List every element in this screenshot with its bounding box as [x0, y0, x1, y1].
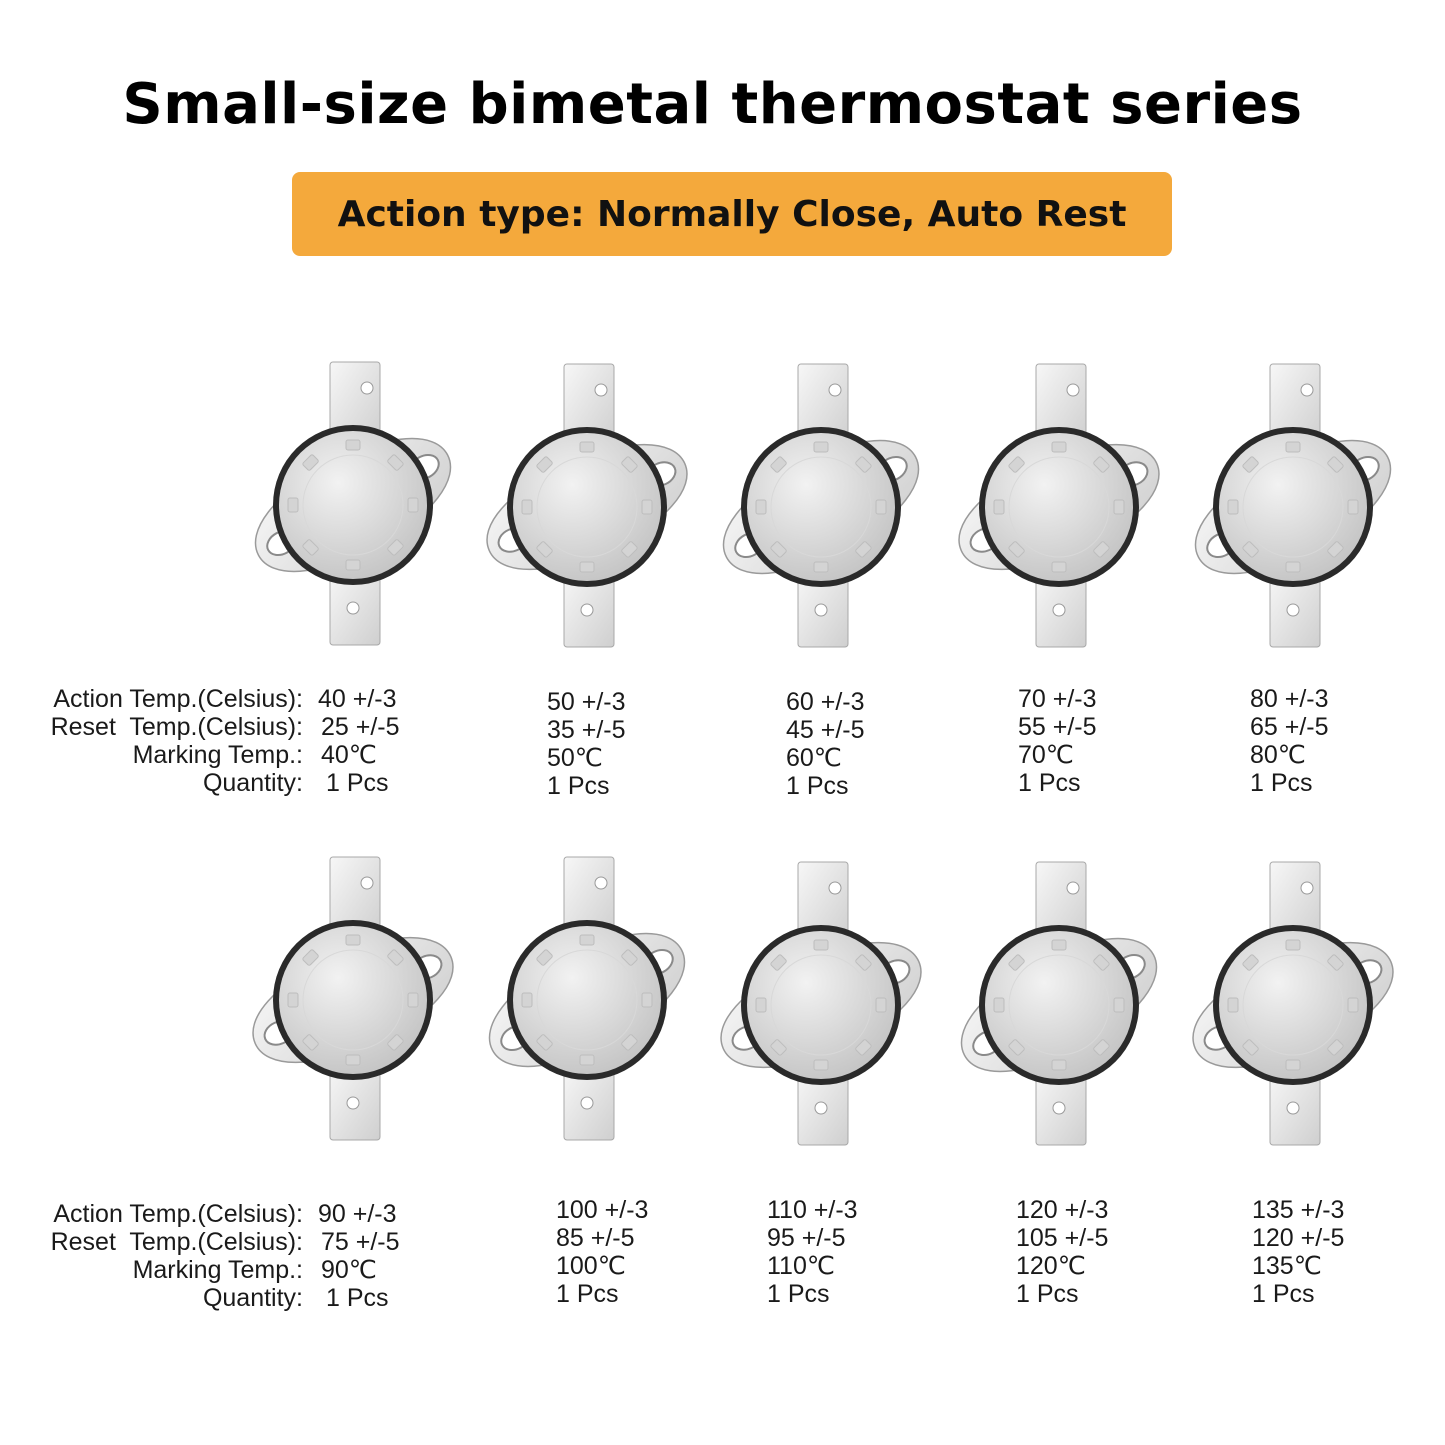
action-temp-value: 90 +/-3 [318, 1200, 397, 1228]
quantity-value: 1 Pcs [1250, 769, 1313, 797]
marking-temp-value: 135℃ [1252, 1252, 1322, 1280]
thermostat-image [706, 860, 936, 1150]
quantity-value: 1 Pcs [556, 1280, 619, 1308]
thermostat-image [1178, 860, 1408, 1150]
spec-values-80: 80 +/-3 65 +/-5 80℃ 1 Pcs [1250, 685, 1329, 797]
spec-values-70: 70 +/-3 55 +/-5 70℃ 1 Pcs [1018, 685, 1097, 797]
reset-temp-value: 55 +/-5 [1018, 713, 1097, 741]
action-temp-value: 135 +/-3 [1252, 1196, 1345, 1224]
thermostat-image [1178, 362, 1408, 652]
marking-temp-value: 100℃ [556, 1252, 626, 1280]
marking-temp-value: 120℃ [1016, 1252, 1086, 1280]
thermostat-image [472, 362, 702, 652]
marking-temp-value: 80℃ [1250, 741, 1306, 769]
reset-temp-value: 95 +/-5 [767, 1224, 846, 1252]
action-temp-label: Action Temp.(Celsius): [53, 1200, 303, 1228]
quantity-value: 1 Pcs [1016, 1280, 1079, 1308]
action-temp-value: 80 +/-3 [1250, 685, 1329, 713]
action-temp-value: 60 +/-3 [786, 688, 865, 716]
action-type-banner: Action type: Normally Close, Auto Rest [292, 172, 1172, 256]
marking-temp-label: Marking Temp.: [132, 741, 303, 769]
action-temp-value: 120 +/-3 [1016, 1196, 1109, 1224]
spec-values-90: 90 +/-3 75 +/-5 90℃ 1 Pcs [318, 1200, 400, 1312]
action-temp-value: 110 +/-3 [767, 1196, 858, 1224]
reset-temp-value: 120 +/-5 [1252, 1224, 1345, 1252]
marking-temp-value: 70℃ [1018, 741, 1074, 769]
reset-temp-value: 105 +/-5 [1016, 1224, 1109, 1252]
thermostat-image [472, 855, 702, 1145]
marking-temp-value: 50℃ [547, 744, 603, 772]
thermostat-image [238, 855, 468, 1145]
spec-labels-row-2: Action Temp.(Celsius): Reset Temp.(Celsi… [18, 1200, 303, 1312]
reset-temp-label: Reset Temp.(Celsius): [50, 713, 303, 741]
quantity-value: 1 Pcs [767, 1280, 830, 1308]
quantity-value: 1 Pcs [1018, 769, 1081, 797]
spec-values-100: 100 +/-3 85 +/-5 100℃ 1 Pcs [556, 1196, 648, 1308]
reset-temp-value: 65 +/-5 [1250, 713, 1329, 741]
marking-temp-value: 110℃ [767, 1252, 835, 1280]
thermostat-image [238, 360, 468, 650]
spec-values-60: 60 +/-3 45 +/-5 60℃ 1 Pcs [786, 688, 865, 800]
marking-temp-value: 90℃ [321, 1256, 377, 1284]
reset-temp-value: 35 +/-5 [547, 716, 626, 744]
quantity-value: 1 Pcs [786, 772, 849, 800]
action-temp-value: 100 +/-3 [556, 1196, 649, 1224]
quantity-label: Quantity: [202, 1284, 303, 1312]
marking-temp-value: 60℃ [786, 744, 842, 772]
quantity-value: 1 Pcs [326, 1284, 389, 1312]
action-temp-value: 70 +/-3 [1018, 685, 1097, 713]
marking-temp-value: 40℃ [321, 741, 377, 769]
quantity-value: 1 Pcs [1252, 1280, 1315, 1308]
action-temp-value: 40 +/-3 [318, 685, 397, 713]
spec-values-120: 120 +/-3 105 +/-5 120℃ 1 Pcs [1016, 1196, 1108, 1308]
quantity-value: 1 Pcs [547, 772, 610, 800]
action-temp-value: 50 +/-3 [547, 688, 626, 716]
reset-temp-value: 75 +/-5 [321, 1228, 400, 1256]
spec-values-40: 40 +/-3 25 +/-5 40℃ 1 Pcs [318, 685, 400, 797]
reset-temp-label: Reset Temp.(Celsius): [50, 1228, 303, 1256]
spec-labels-row-1: Action Temp.(Celsius): Reset Temp.(Celsi… [18, 685, 303, 797]
quantity-value: 1 Pcs [326, 769, 389, 797]
reset-temp-value: 25 +/-5 [321, 713, 400, 741]
action-type-text: Action type: Normally Close, Auto Rest [337, 193, 1127, 235]
spec-values-135: 135 +/-3 120 +/-5 135℃ 1 Pcs [1252, 1196, 1344, 1308]
marking-temp-label: Marking Temp.: [132, 1256, 303, 1284]
spec-values-50: 50 +/-3 35 +/-5 50℃ 1 Pcs [547, 688, 626, 800]
action-temp-label: Action Temp.(Celsius): [53, 685, 303, 713]
quantity-label: Quantity: [202, 769, 303, 797]
spec-values-110: 110 +/-3 95 +/-5 110℃ 1 Pcs [767, 1196, 858, 1308]
reset-temp-value: 45 +/-5 [786, 716, 865, 744]
reset-temp-value: 85 +/-5 [556, 1224, 635, 1252]
thermostat-image [706, 362, 936, 652]
thermostat-image [944, 362, 1174, 652]
page-title: Small-size bimetal thermostat series [122, 72, 1303, 137]
thermostat-image [944, 860, 1174, 1150]
